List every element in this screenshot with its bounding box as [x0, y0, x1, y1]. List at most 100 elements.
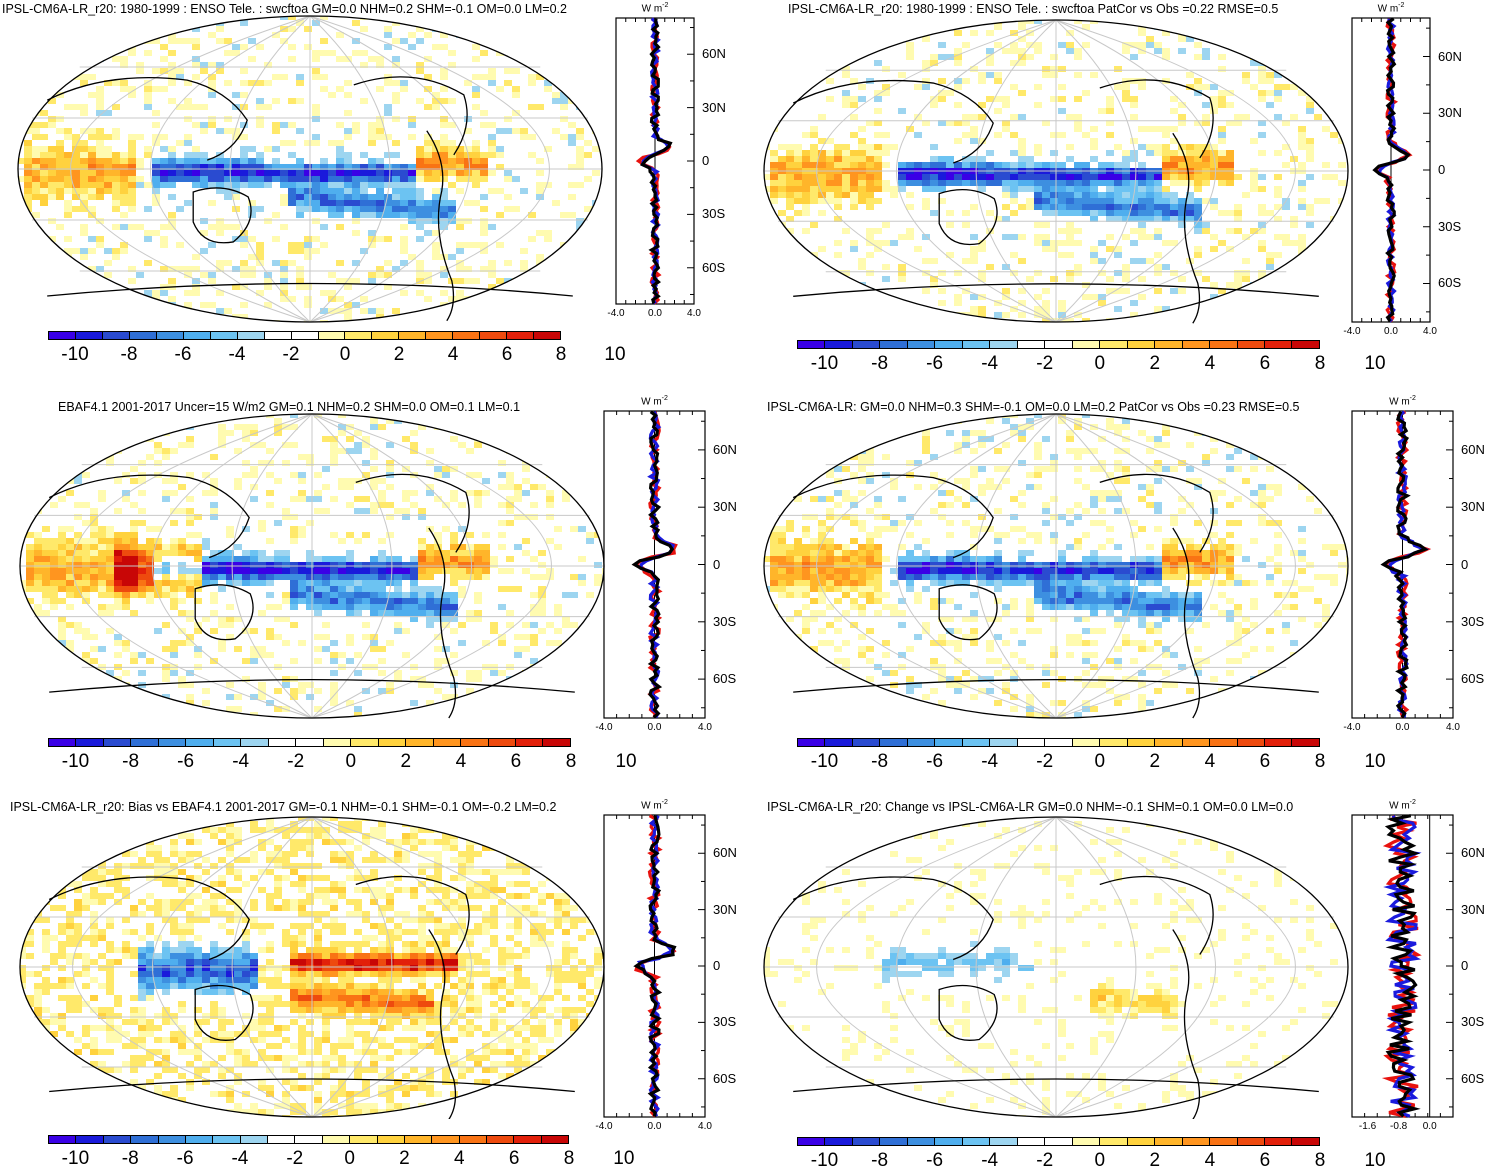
colorbar-swatch [908, 739, 935, 746]
profile-x-label: 0.0 [648, 1121, 662, 1132]
colorbar-swatch [76, 1136, 103, 1143]
colorbar-swatch [1292, 739, 1318, 746]
colorbar-swatch [990, 1138, 1017, 1145]
profile-unit-label: W m-2 [1389, 799, 1416, 811]
colorbar-swatch [103, 332, 130, 339]
colorbar-swatch [1073, 739, 1100, 746]
zonal-mean-profile [614, 4, 762, 318]
colorbar-label: 4 [456, 751, 467, 773]
colorbar-swatch [213, 1136, 240, 1143]
colorbar-swatch [268, 1136, 295, 1143]
latitude-label: 60S [1461, 1071, 1484, 1086]
profile-x-label: -4.0 [1343, 326, 1360, 337]
colorbar-swatch [372, 332, 399, 339]
colorbar-swatch [853, 341, 880, 348]
panel-title: IPSL-CM6A-LR_r20: Bias vs EBAF4.1 2001-2… [10, 800, 556, 814]
colorbar-swatch [825, 341, 852, 348]
colorbar-label: -10 [62, 1148, 89, 1170]
colorbar-swatch [426, 332, 453, 339]
panel-title: IPSL-CM6A-LR_r20: 1980-1999 : ENSO Tele.… [788, 2, 1278, 16]
colorbar-swatch [1100, 1138, 1127, 1145]
colorbar-label: 0 [1094, 751, 1105, 773]
colorbar-label: 0 [1094, 1150, 1105, 1172]
profile-x-label: -1.6 [1359, 1121, 1376, 1132]
colorbar-swatch [49, 332, 76, 339]
colorbar-swatch [480, 332, 507, 339]
colorbar-label: 4 [448, 344, 459, 366]
latitude-label: 0 [1461, 958, 1468, 973]
colorbar-swatch [104, 739, 131, 746]
latitude-label: 60S [702, 260, 725, 275]
colorbar-label: 2 [401, 751, 412, 773]
colorbar-swatch [324, 739, 351, 746]
colorbar-swatch [76, 332, 103, 339]
colorbar-label: -4 [232, 751, 249, 773]
colorbar-label: 4 [1205, 1150, 1216, 1172]
colorbar-swatch [798, 739, 825, 746]
colorbar-swatch [880, 739, 907, 746]
colorbar-swatch [292, 332, 319, 339]
latitude-label: 60S [1461, 671, 1484, 686]
latitude-label: 30S [1461, 1014, 1484, 1029]
colorbar-swatch [825, 1138, 852, 1145]
colorbar-swatch [241, 739, 268, 746]
colorbar-swatch [345, 332, 372, 339]
latitude-label: 0 [1438, 162, 1445, 177]
colorbar-swatch [935, 739, 962, 746]
colorbar-swatch [76, 739, 103, 746]
colorbar-label: -8 [122, 751, 139, 773]
colorbar-label: -10 [61, 344, 88, 366]
zonal-mean-profile [602, 801, 773, 1131]
colorbar-swatch [159, 739, 186, 746]
latitude-label: 30S [1438, 219, 1461, 234]
colorbar-swatch [1100, 739, 1127, 746]
colorbar-swatch [990, 739, 1017, 746]
colorbar-swatch [963, 341, 990, 348]
latitude-label: 0 [713, 958, 720, 973]
profile-unit-label: W m-2 [642, 2, 669, 14]
latitude-label: 60N [713, 845, 737, 860]
colorbar-swatch [489, 739, 516, 746]
colorbar-label: -10 [811, 751, 838, 773]
colorbar-label: 8 [564, 1148, 575, 1170]
latitude-label: 60N [713, 442, 737, 457]
robinson-map [762, 18, 1350, 324]
latitude-label: 60N [702, 46, 726, 61]
colorbar-swatch [798, 341, 825, 348]
colorbar-swatch [1155, 341, 1182, 348]
colorbar-swatch [238, 332, 265, 339]
colorbar-label: 10 [1364, 1150, 1385, 1172]
colorbar-label: 6 [1260, 751, 1271, 773]
colorbar-swatch [1210, 1138, 1237, 1145]
colorbar-label: 0 [345, 751, 356, 773]
colorbar-swatch [534, 332, 560, 339]
robinson-map [18, 815, 606, 1119]
zonal-mean-profile [1350, 4, 1489, 336]
profile-x-label: 4.0 [1423, 326, 1437, 337]
colorbar-swatch [1238, 739, 1265, 746]
latitude-label: 0 [702, 153, 709, 168]
colorbar-swatch [49, 739, 76, 746]
colorbar-label: -4 [231, 1148, 248, 1170]
colorbar-label: -4 [981, 751, 998, 773]
colorbar-swatch [241, 1136, 268, 1143]
colorbar-swatch [516, 739, 543, 746]
colorbar-swatch [1210, 739, 1237, 746]
colorbar-swatch [1018, 1138, 1045, 1145]
colorbar-swatch [1183, 1138, 1210, 1145]
colorbar-label: 6 [1260, 1150, 1271, 1172]
colorbar-swatch [350, 1136, 377, 1143]
colorbar-label: 0 [344, 1148, 355, 1170]
colorbar-label: -6 [926, 353, 943, 375]
colorbar-swatch [296, 739, 323, 746]
latitude-label: 60S [713, 1071, 736, 1086]
robinson-map [18, 412, 606, 720]
colorbar-swatch [798, 1138, 825, 1145]
colorbar-label: -2 [1036, 353, 1053, 375]
colorbar-swatch [453, 332, 480, 339]
colorbar-swatch [1292, 341, 1318, 348]
